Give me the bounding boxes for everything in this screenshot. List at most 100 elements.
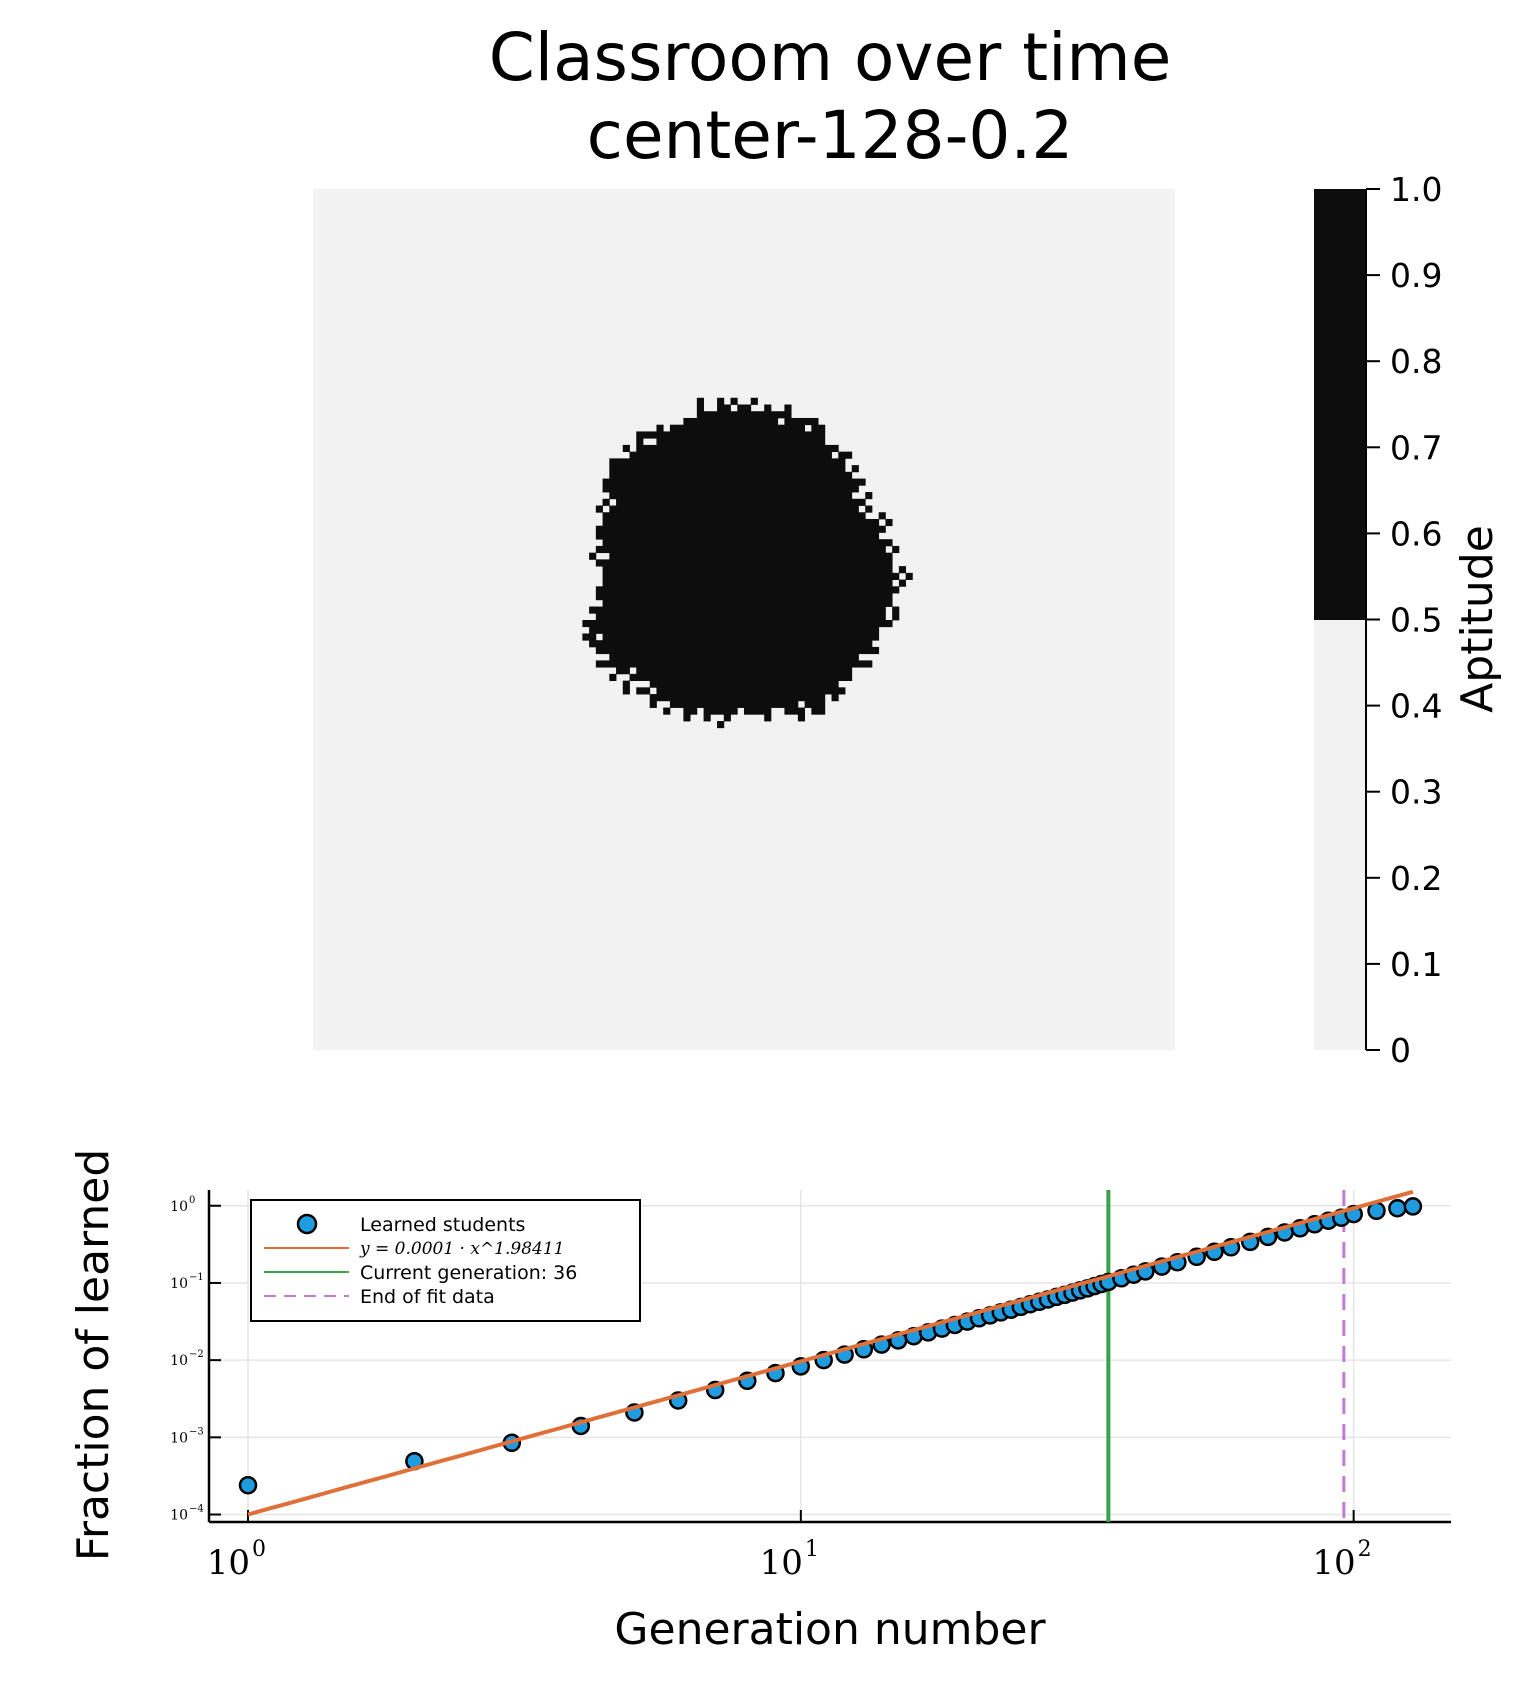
x-axis-label: Generation number [614, 1604, 1046, 1655]
y-tick-label: 10 [170, 1353, 188, 1369]
x-tick-exponent: 2 [1358, 1537, 1372, 1562]
heatmap-cell-run [602, 566, 893, 574]
legend-current-label: Current generation: 36 [360, 1262, 577, 1284]
heatmap-cell-run [663, 707, 671, 715]
colorbar-tick-label: 0.4 [1390, 687, 1442, 726]
heatmap-cell-run [696, 411, 792, 419]
heatmap-cell-run [602, 518, 880, 527]
heatmap-cell-run [636, 687, 651, 695]
legend-scatter-marker [296, 1213, 318, 1235]
heatmap-cell-run [602, 498, 610, 506]
heatmap-cell-run [703, 707, 738, 715]
heatmap-cell-run [804, 700, 826, 708]
y-tick-label: 10 [170, 1199, 188, 1215]
heatmap-cell-run [636, 438, 644, 446]
legend: Learned students y = 0.0001 · x^1.98411 … [250, 1199, 641, 1322]
heatmap-cell-run [717, 397, 725, 405]
heatmap-cell-run [602, 485, 859, 493]
heatmap-cell-run [892, 545, 900, 554]
heatmap-cell-run [649, 680, 839, 688]
heatmap-cell-run [602, 478, 866, 486]
heatmap-cell-run [878, 512, 886, 520]
colorbar-label: Aptitude [1452, 525, 1503, 713]
heatmap-cell-run [865, 505, 873, 513]
heatmap-cell-run [622, 680, 630, 688]
heatmap-cell-run [764, 714, 772, 722]
fit-line [247, 1189, 1414, 1517]
x-tick-label: 10 [207, 1543, 250, 1583]
colorbar-tick-label: 0.1 [1390, 945, 1442, 984]
heatmap-cell-run [892, 613, 900, 621]
y-tick-exponent: −4 [189, 1504, 204, 1515]
heatmap-cell-run [784, 417, 819, 426]
heatmap-cell-run [750, 397, 758, 405]
heatmap-cell-run [629, 673, 853, 682]
colorbar-tick-label: 0.7 [1390, 428, 1442, 467]
heatmap-cell-run [683, 417, 779, 426]
y-tick-label: 10 [170, 1508, 188, 1524]
title-line-1: Classroom over time [489, 19, 1172, 96]
y-tick-label: 10 [170, 1276, 188, 1292]
legend-fit-label: y = 0.0001 · x^1.98411 [359, 1239, 564, 1259]
heatmap-cell-run [622, 444, 630, 453]
scatter-point [238, 1475, 258, 1495]
heatmap-cell-run [602, 539, 893, 547]
heatmap-cell-run [595, 505, 603, 513]
heatmap-cell-run [656, 438, 826, 446]
heatmap-cell-run [595, 559, 893, 567]
colorbar-tick-label: 0.6 [1390, 514, 1442, 553]
heatmap-cell-run [797, 714, 806, 722]
heatmap-cell-run [885, 518, 893, 527]
heatmap-cell-run [831, 694, 839, 702]
heatmap-cell-run [609, 653, 859, 661]
colorbar-tick-label: 0.9 [1390, 256, 1442, 295]
heatmap-cell-run [589, 606, 886, 614]
heatmap-cell-run [609, 458, 846, 466]
heatmap-cell-run [636, 444, 839, 453]
heatmap-cell-run [784, 404, 792, 412]
heatmap-cell-run [905, 572, 913, 580]
heatmap-cell-run [649, 700, 657, 708]
heatmap-cell-run [838, 451, 853, 459]
heatmap-cell-run [616, 498, 866, 506]
heatmap-cell-run [696, 404, 704, 412]
x-ticks: 10 0 10 1 10 2 [207, 1510, 1372, 1583]
x-tick-exponent: 1 [805, 1537, 819, 1562]
y-tick-exponent: 0 [189, 1195, 195, 1206]
colorbar-tick-label: 1.0 [1390, 170, 1442, 209]
y-tick-exponent: −1 [189, 1272, 204, 1283]
heatmap-cell-run [811, 424, 826, 432]
heatmap-cell-run [784, 707, 806, 715]
colorbar-light-segment [1314, 620, 1366, 1050]
heatmap-cell-run [723, 714, 731, 722]
heatmap-cell-run [609, 552, 893, 560]
colorbar-tick-label: 0.2 [1390, 859, 1442, 898]
colorbar-tick-label: 0.3 [1390, 773, 1442, 812]
heatmap-cell-run [595, 532, 880, 540]
heatmap-cell-run [669, 424, 806, 432]
heatmap-cell-run [683, 707, 698, 715]
heatmap-cell-run [602, 512, 866, 520]
heatmap-cell-run [683, 714, 691, 722]
heatmap-cell-run [609, 471, 853, 479]
heatmap-cell-run [595, 525, 886, 533]
y-tick-exponent: −2 [189, 1349, 204, 1360]
colorbar-dark-segment [1314, 189, 1366, 620]
heatmap-cell-run [602, 599, 893, 607]
heatmap-cell-run [582, 633, 597, 641]
scatter-point [1403, 1197, 1423, 1216]
heatmap-cell-run [703, 714, 711, 722]
heatmap-cell-run [595, 613, 886, 621]
heatmap-cell-run [649, 694, 826, 702]
heatmap-cell-run [764, 404, 772, 412]
colorbar-tick-label: 0.8 [1390, 342, 1442, 381]
heatmap-cell-run [656, 424, 664, 432]
legend-end-label: End of fit data [360, 1286, 495, 1308]
heatmap-cell-run [656, 687, 846, 695]
heatmap-cell-run [609, 505, 859, 513]
heatmap-cell-run [730, 397, 738, 405]
heatmap-cell-run [609, 673, 617, 682]
heatmap-cell-run [892, 606, 900, 614]
heatmap-cell-run [696, 397, 704, 405]
